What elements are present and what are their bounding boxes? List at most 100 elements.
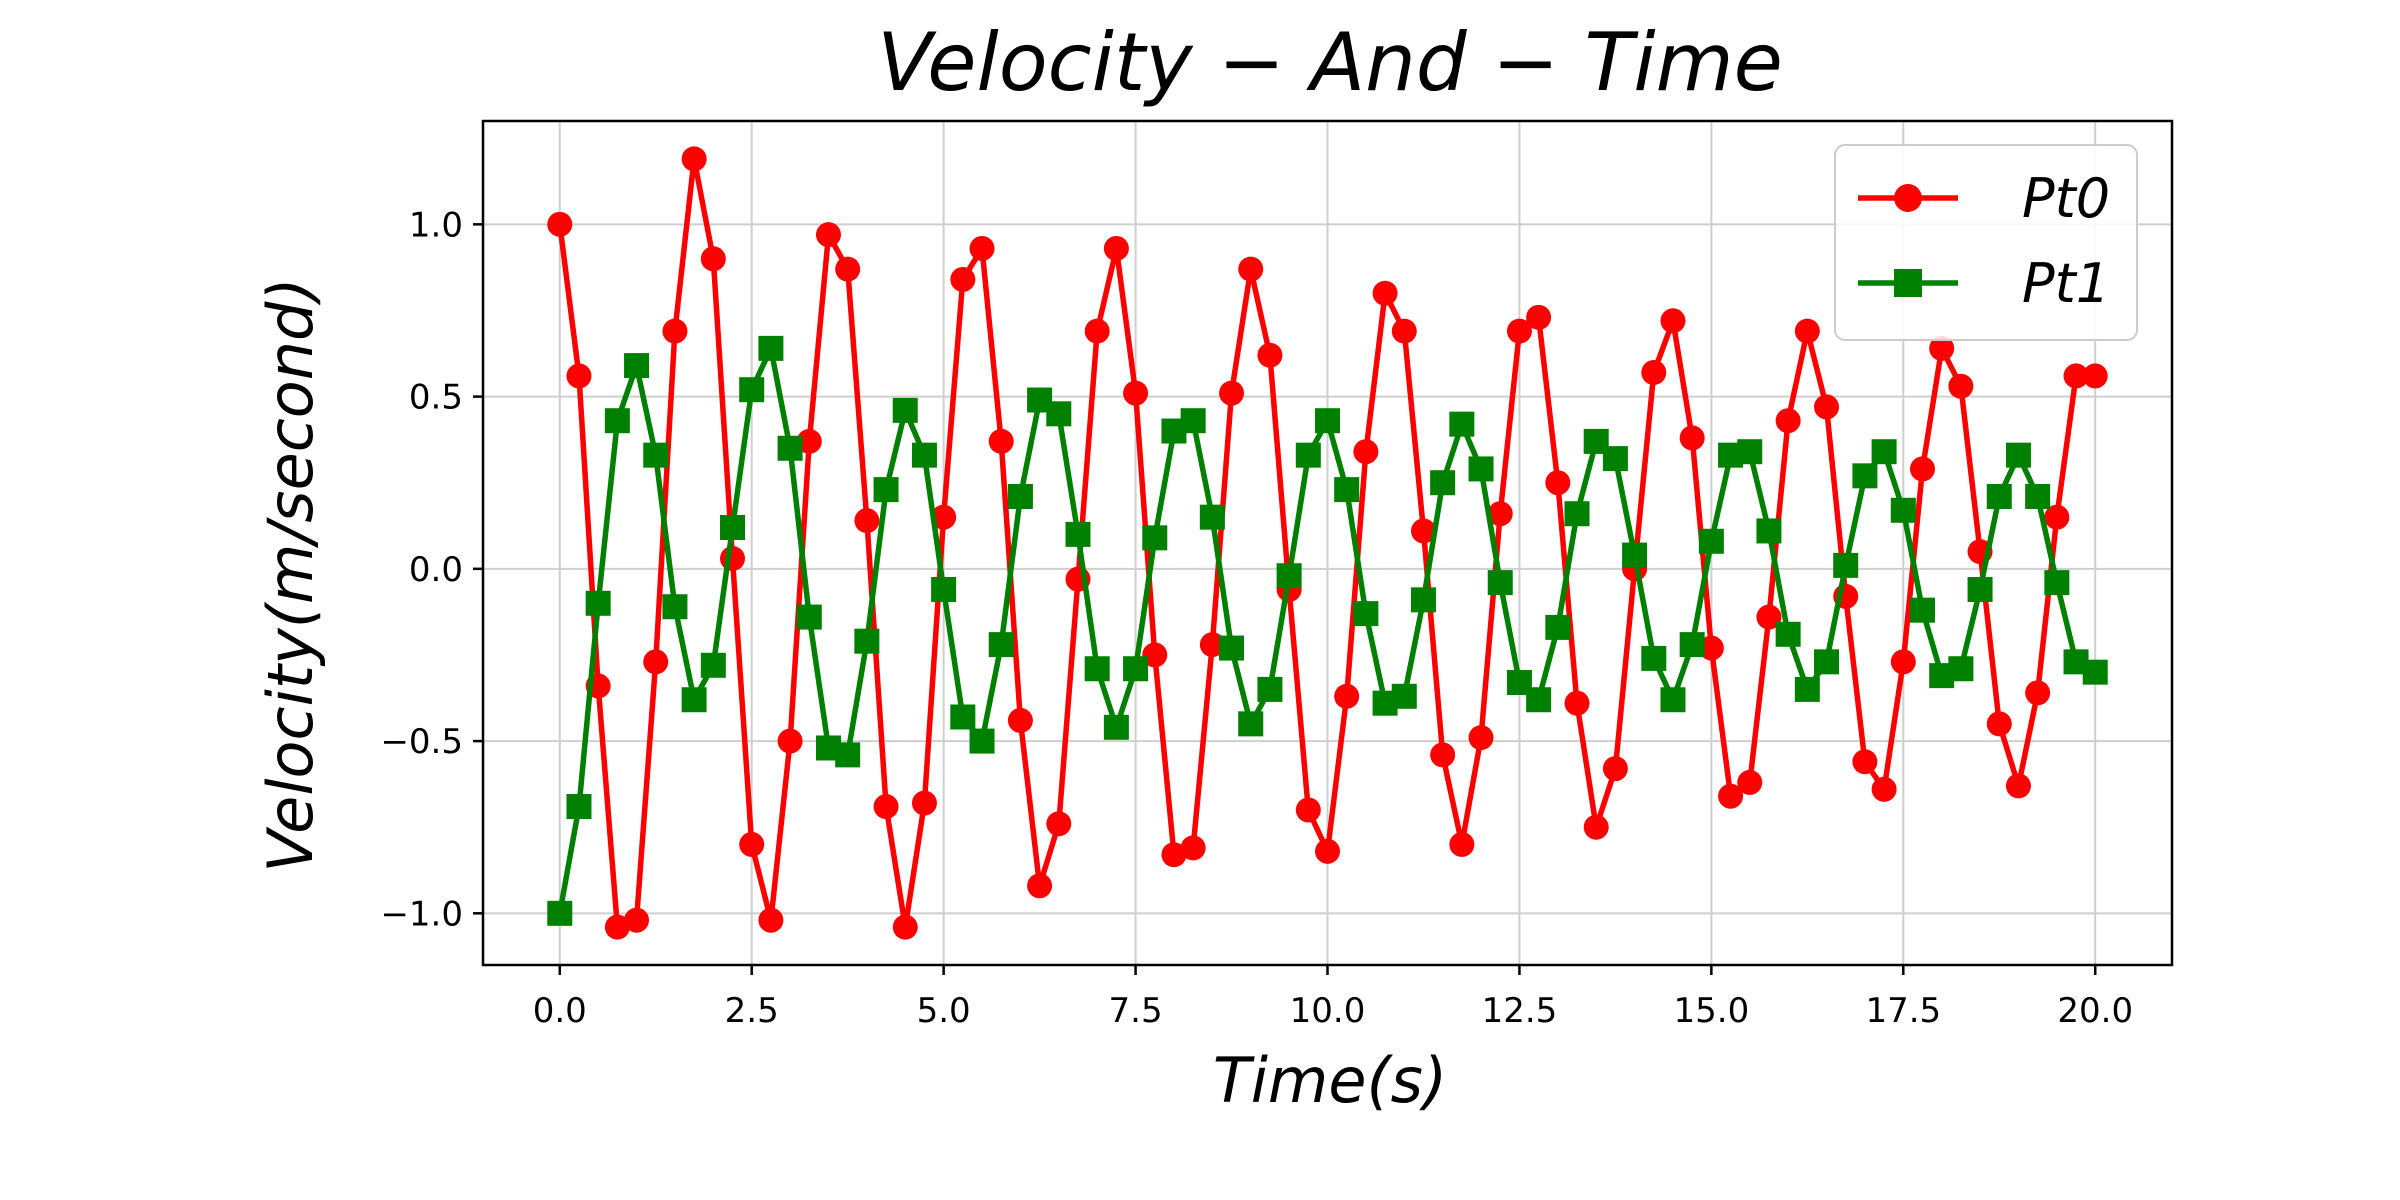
data-point [1084,318,1110,344]
data-point [624,907,650,933]
series-layer [547,146,2108,940]
data-point [969,728,995,754]
data-point [624,353,650,379]
data-point [1180,835,1206,861]
x-tick-label: 2.5 [725,991,779,1031]
data-point [1814,649,1840,675]
data-point [1334,683,1360,709]
data-point [720,514,746,540]
data-point [1334,477,1360,503]
data-point [1295,797,1321,823]
data-point [1449,411,1475,437]
data-point [1295,442,1321,468]
data-point [1602,756,1628,782]
data-point [1737,769,1763,795]
data-point [662,594,688,620]
data-point [1641,359,1667,385]
data-point [854,508,880,534]
data-point [796,604,822,630]
y-tick-label: −0.5 [380,722,463,762]
data-point [643,442,669,468]
data-point [1660,308,1686,334]
data-point [1142,642,1168,668]
data-point [1564,501,1590,527]
x-tick-label: 12.5 [1482,991,1558,1031]
data-point [1909,597,1935,623]
data-point [1410,518,1436,544]
data-point [1487,570,1513,596]
data-point [1986,483,2012,509]
data-point [892,397,918,423]
data-point [1353,601,1379,627]
data-point [1794,676,1820,702]
series-pt0 [547,146,2108,940]
data-point [1909,456,1935,482]
data-point [1142,525,1168,551]
data-point [777,728,803,754]
data-point [1487,501,1513,527]
data-point [2025,680,2051,706]
data-point [1871,776,1897,802]
data-point [1161,842,1187,868]
data-point [566,794,592,820]
data-point [911,790,937,816]
data-point [1602,446,1628,472]
data-point [739,377,765,403]
data-point [1756,518,1782,544]
x-tick-label: 7.5 [1109,991,1163,1031]
data-point [1871,439,1897,465]
data-point [1679,632,1705,658]
data-point [1833,552,1859,578]
data-point [931,577,957,603]
data-point [1065,521,1091,547]
data-point [1948,656,1974,682]
data-point [1449,831,1475,857]
data-point [1679,425,1705,451]
data-point [1545,470,1571,496]
data-point [1084,656,1110,682]
x-tick-label: 0.0 [533,991,587,1031]
data-point [1468,456,1494,482]
data-point [1775,621,1801,647]
data-point [1756,604,1782,630]
legend-marker [1894,269,1922,297]
data-point [796,428,822,454]
data-point [547,211,573,237]
data-point [911,442,937,468]
data-point [777,435,803,461]
data-point [950,266,976,292]
data-point [700,246,726,272]
x-tick-label: 20.0 [2057,991,2133,1031]
data-point [1391,318,1417,344]
data-point [1257,342,1283,368]
data-point [1123,656,1149,682]
data-point [835,256,861,282]
data-point [1257,676,1283,702]
data-point [1890,649,1916,675]
legend-item-pt0: Pt0 [1858,167,2110,230]
data-point [566,363,592,389]
data-point [1641,645,1667,671]
data-point [931,504,957,530]
data-point [1506,318,1532,344]
x-tick-label: 17.5 [1865,991,1941,1031]
data-point [1238,256,1264,282]
data-point [854,628,880,654]
data-point [547,900,573,926]
legend-label: Pt0 [2022,167,2110,230]
legend-item-pt1: Pt1 [1858,252,2110,315]
data-point [1583,814,1609,840]
data-point [604,408,630,434]
data-point [758,907,784,933]
data-point [1737,439,1763,465]
data-point [815,222,841,248]
data-point [1794,318,1820,344]
data-point [988,632,1014,658]
chart-title: Velocity − And − Time [877,16,1783,109]
y-tick-label: 0.5 [409,378,463,418]
data-point [1698,635,1724,661]
data-point [2005,442,2031,468]
